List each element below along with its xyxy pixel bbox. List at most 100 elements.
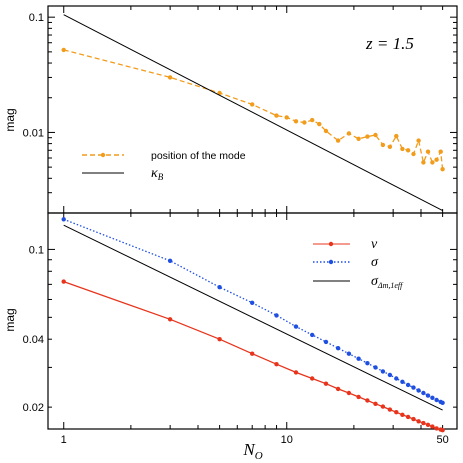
bottom-x-tick-label: 50 bbox=[437, 434, 449, 446]
top-series-0-point bbox=[346, 131, 352, 136]
top-series-0-point bbox=[434, 157, 439, 162]
bottom-series-1-point bbox=[335, 346, 341, 351]
legend-sigma-marker bbox=[328, 259, 334, 265]
top-y-tick-label: 0.01 bbox=[23, 127, 44, 139]
bottom-series-1-point bbox=[416, 388, 421, 393]
legend-kappa-sub: B bbox=[158, 172, 164, 182]
bottom-series-0-point bbox=[400, 412, 405, 417]
top-series-0-point bbox=[365, 134, 370, 139]
bottom-series-0-point bbox=[346, 390, 352, 396]
top-series-0-point bbox=[167, 75, 173, 80]
bottom-series-0-point bbox=[434, 426, 439, 431]
top-series-0-point bbox=[284, 115, 289, 120]
bottom-series-1-point bbox=[425, 393, 431, 398]
legend-sigma-eff-label: σΔm,1eff bbox=[371, 274, 404, 290]
bottom-x-tick-label: 10 bbox=[281, 434, 293, 446]
bottom-series-1-point bbox=[373, 365, 378, 370]
legend-sigma-label: σ bbox=[371, 255, 379, 270]
top-series-0-point bbox=[411, 151, 416, 157]
bottom-series-1-point bbox=[356, 356, 361, 361]
bottom-series-1-point bbox=[434, 397, 439, 403]
bottom-series-0-point bbox=[167, 317, 173, 322]
bottom-series-0-point bbox=[335, 386, 341, 392]
top-legend: position of the mode κB bbox=[82, 150, 246, 182]
bottom-series-1-point bbox=[346, 351, 352, 356]
bottom-series-0-point bbox=[365, 398, 370, 403]
top-series-0-point bbox=[335, 138, 341, 143]
bottom-series-1-point bbox=[400, 379, 405, 384]
bottom-series-1-point bbox=[250, 300, 255, 305]
bottom-series-1-point bbox=[365, 361, 370, 366]
bottom-series-0-point bbox=[356, 394, 361, 400]
top-series-0-point bbox=[416, 138, 421, 143]
legend-kappa-label: κB bbox=[151, 166, 164, 182]
top-series-0-point bbox=[405, 148, 411, 153]
top-series-line-1 bbox=[63, 14, 443, 212]
top-y-axis-label: mag bbox=[3, 108, 17, 131]
top-series-0-point bbox=[400, 146, 405, 152]
bottom-series-0-point bbox=[373, 401, 378, 406]
bottom-y-tick-label: 0.02 bbox=[23, 402, 44, 414]
bottom-series-1-point bbox=[274, 313, 279, 318]
bottom-y-tick-label: 0.1 bbox=[29, 244, 44, 256]
top-series-0-point bbox=[274, 113, 279, 118]
bottom-series-0-point bbox=[416, 419, 421, 424]
bottom-series-0-point bbox=[394, 410, 399, 415]
bottom-series-line-2 bbox=[63, 224, 443, 411]
top-series-0-point bbox=[394, 133, 399, 139]
top-series-0-point bbox=[356, 136, 361, 141]
bottom-series-0-point bbox=[310, 376, 315, 381]
bottom-y-axis-label: mag bbox=[3, 308, 17, 331]
legend-v-label: v bbox=[371, 237, 378, 252]
top-y-tick-label: 0.1 bbox=[29, 12, 44, 24]
bottom-series-0-point bbox=[425, 422, 431, 427]
top-series-0-point bbox=[440, 167, 445, 172]
bottom-series-layer bbox=[61, 217, 445, 433]
redshift-annotation: z = 1.5 bbox=[365, 34, 414, 53]
bottom-series-0-point bbox=[380, 404, 386, 409]
bottom-series-0-point bbox=[440, 428, 445, 433]
top-series-0-point bbox=[323, 128, 329, 134]
bottom-series-line-1 bbox=[63, 218, 443, 404]
top-series-0-point bbox=[317, 121, 322, 127]
top-series-layer bbox=[61, 14, 445, 212]
bottom-series-0-point bbox=[405, 414, 411, 420]
bottom-series-1-point bbox=[217, 285, 222, 290]
bottom-series-1-point bbox=[167, 258, 173, 263]
bottom-series-1-point bbox=[394, 376, 399, 381]
bottom-series-1-point bbox=[411, 385, 416, 390]
x-axis-label: NO bbox=[242, 440, 262, 462]
top-series-0-point bbox=[310, 117, 315, 123]
top-series-line-0 bbox=[63, 49, 444, 170]
top-series-0-point bbox=[425, 149, 431, 154]
top-axis-ticks: 0.1 0.01 bbox=[23, 6, 457, 214]
top-series-0-point bbox=[250, 102, 255, 107]
top-series-0-point bbox=[421, 160, 426, 165]
top-series-0-point bbox=[438, 149, 443, 154]
legend-mode-marker bbox=[100, 152, 106, 158]
bottom-series-0-point bbox=[421, 420, 426, 426]
legend-sigma-eff-sub: Δm,1eff bbox=[377, 281, 404, 290]
legend-mode-label: position of the mode bbox=[151, 150, 246, 162]
bottom-series-1-point bbox=[387, 372, 393, 378]
bottom-series-0-point bbox=[430, 424, 435, 429]
x-axis-label-sub: O bbox=[255, 450, 263, 462]
bottom-y-tick-label: 0.04 bbox=[23, 334, 44, 346]
top-series-0-point bbox=[293, 119, 299, 124]
top-series-0-point bbox=[217, 90, 222, 96]
top-series-0-point bbox=[430, 160, 435, 165]
bottom-series-0-point bbox=[217, 337, 222, 342]
bottom-series-1-point bbox=[430, 395, 435, 400]
bottom-series-1-point bbox=[440, 400, 445, 405]
bottom-series-0-point bbox=[274, 362, 279, 367]
bottom-series-1-point bbox=[61, 217, 66, 222]
bottom-series-0-point bbox=[387, 407, 393, 412]
bottom-series-1-point bbox=[405, 382, 411, 388]
top-series-0-point bbox=[373, 132, 378, 138]
bottom-panel-frame bbox=[47, 212, 458, 430]
bottom-series-0-point bbox=[323, 381, 329, 386]
bottom-series-0-point bbox=[293, 370, 299, 375]
bottom-legend: v σ σΔm,1eff bbox=[313, 237, 404, 290]
bottom-series-1-point bbox=[310, 332, 315, 338]
